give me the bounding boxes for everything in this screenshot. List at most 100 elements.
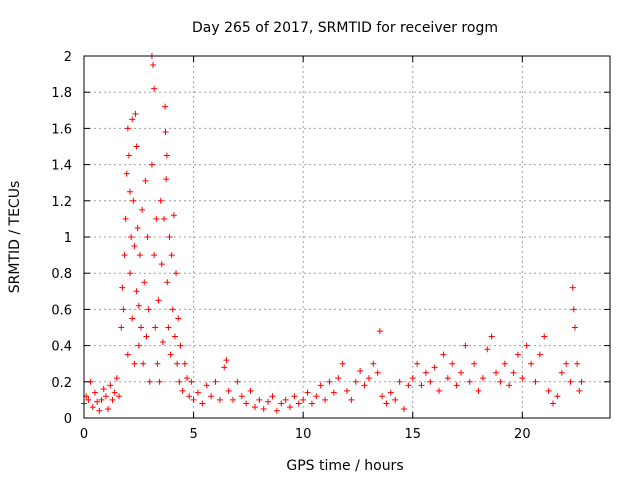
data-point [186, 393, 193, 400]
data-point [335, 375, 342, 382]
y-tick-label: 0.2 [51, 376, 72, 391]
data-point [444, 375, 451, 382]
data-point [409, 375, 416, 382]
data-point [287, 404, 294, 411]
data-point [392, 396, 399, 403]
data-points [81, 53, 585, 414]
data-point [501, 360, 508, 367]
data-point [462, 342, 469, 349]
data-point [130, 197, 137, 204]
data-point [139, 206, 146, 213]
data-point [89, 404, 96, 411]
data-point [131, 360, 138, 367]
data-point [173, 270, 180, 277]
data-point [308, 400, 315, 407]
data-point [179, 387, 186, 394]
data-point [291, 393, 298, 400]
data-point [260, 405, 267, 412]
data-point [152, 324, 159, 331]
data-point [422, 369, 429, 376]
data-point [181, 360, 188, 367]
data-point [119, 284, 126, 291]
data-point [532, 378, 539, 385]
data-point [100, 386, 107, 393]
data-point [143, 333, 150, 340]
data-point [166, 234, 173, 240]
data-point [295, 400, 302, 407]
data-point [265, 398, 272, 405]
data-point [479, 375, 486, 382]
data-point [162, 129, 169, 136]
data-point [131, 243, 138, 250]
data-point [387, 389, 394, 396]
data-point [127, 270, 134, 277]
data-point [127, 188, 134, 195]
data-point [167, 351, 174, 358]
x-tick-label: 20 [514, 427, 531, 442]
data-point [94, 398, 101, 405]
data-point [148, 161, 155, 168]
x-tick-labels: 0 5 10 15 20 [80, 427, 531, 442]
data-point [169, 306, 176, 313]
data-point [484, 346, 491, 353]
data-point [151, 252, 158, 259]
data-point [121, 252, 128, 259]
data-point [158, 261, 165, 268]
data-point [135, 342, 142, 349]
data-point [383, 400, 390, 407]
data-point [488, 333, 495, 340]
data-point [256, 396, 263, 403]
data-point [497, 378, 504, 385]
data-point [111, 389, 118, 396]
data-point [247, 387, 254, 394]
data-point [129, 116, 136, 123]
data-point [132, 110, 139, 117]
axis-ticks [83, 55, 610, 419]
y-tick-label: 0.4 [51, 340, 72, 355]
data-point [514, 351, 521, 358]
data-point [125, 152, 132, 159]
data-point [370, 360, 377, 367]
data-point [400, 405, 407, 412]
data-point [344, 387, 350, 394]
data-point [554, 393, 561, 400]
data-point [414, 360, 421, 367]
data-point [91, 389, 98, 396]
data-point [300, 396, 307, 403]
data-point [137, 324, 144, 331]
data-point [313, 393, 320, 400]
data-point [563, 360, 570, 367]
data-point [493, 369, 500, 376]
data-point [164, 279, 171, 286]
data-point [194, 389, 201, 396]
data-point [144, 234, 151, 240]
data-point [376, 328, 383, 335]
data-point [558, 369, 565, 376]
data-point [365, 375, 372, 382]
data-point [174, 360, 181, 367]
data-point [379, 393, 386, 400]
data-point [146, 378, 153, 385]
data-point [251, 404, 258, 411]
data-point [238, 393, 245, 400]
data-point [536, 351, 543, 358]
data-point [282, 396, 289, 403]
data-point [151, 85, 158, 92]
data-point [170, 212, 177, 219]
data-point [510, 369, 517, 376]
data-point [124, 351, 131, 358]
data-point [431, 364, 438, 371]
data-point [541, 333, 548, 340]
chart-title: Day 265 of 2017, SRMTID for receiver rog… [192, 20, 498, 36]
data-point [190, 396, 197, 403]
data-point [339, 360, 346, 367]
data-point [124, 125, 131, 132]
data-point [348, 396, 355, 403]
data-point [157, 197, 164, 204]
grid-lines [84, 56, 610, 418]
data-point [156, 378, 163, 385]
data-point [230, 396, 237, 403]
data-point [453, 382, 460, 389]
y-axis-title: SRMTID / TECUs [7, 181, 23, 294]
